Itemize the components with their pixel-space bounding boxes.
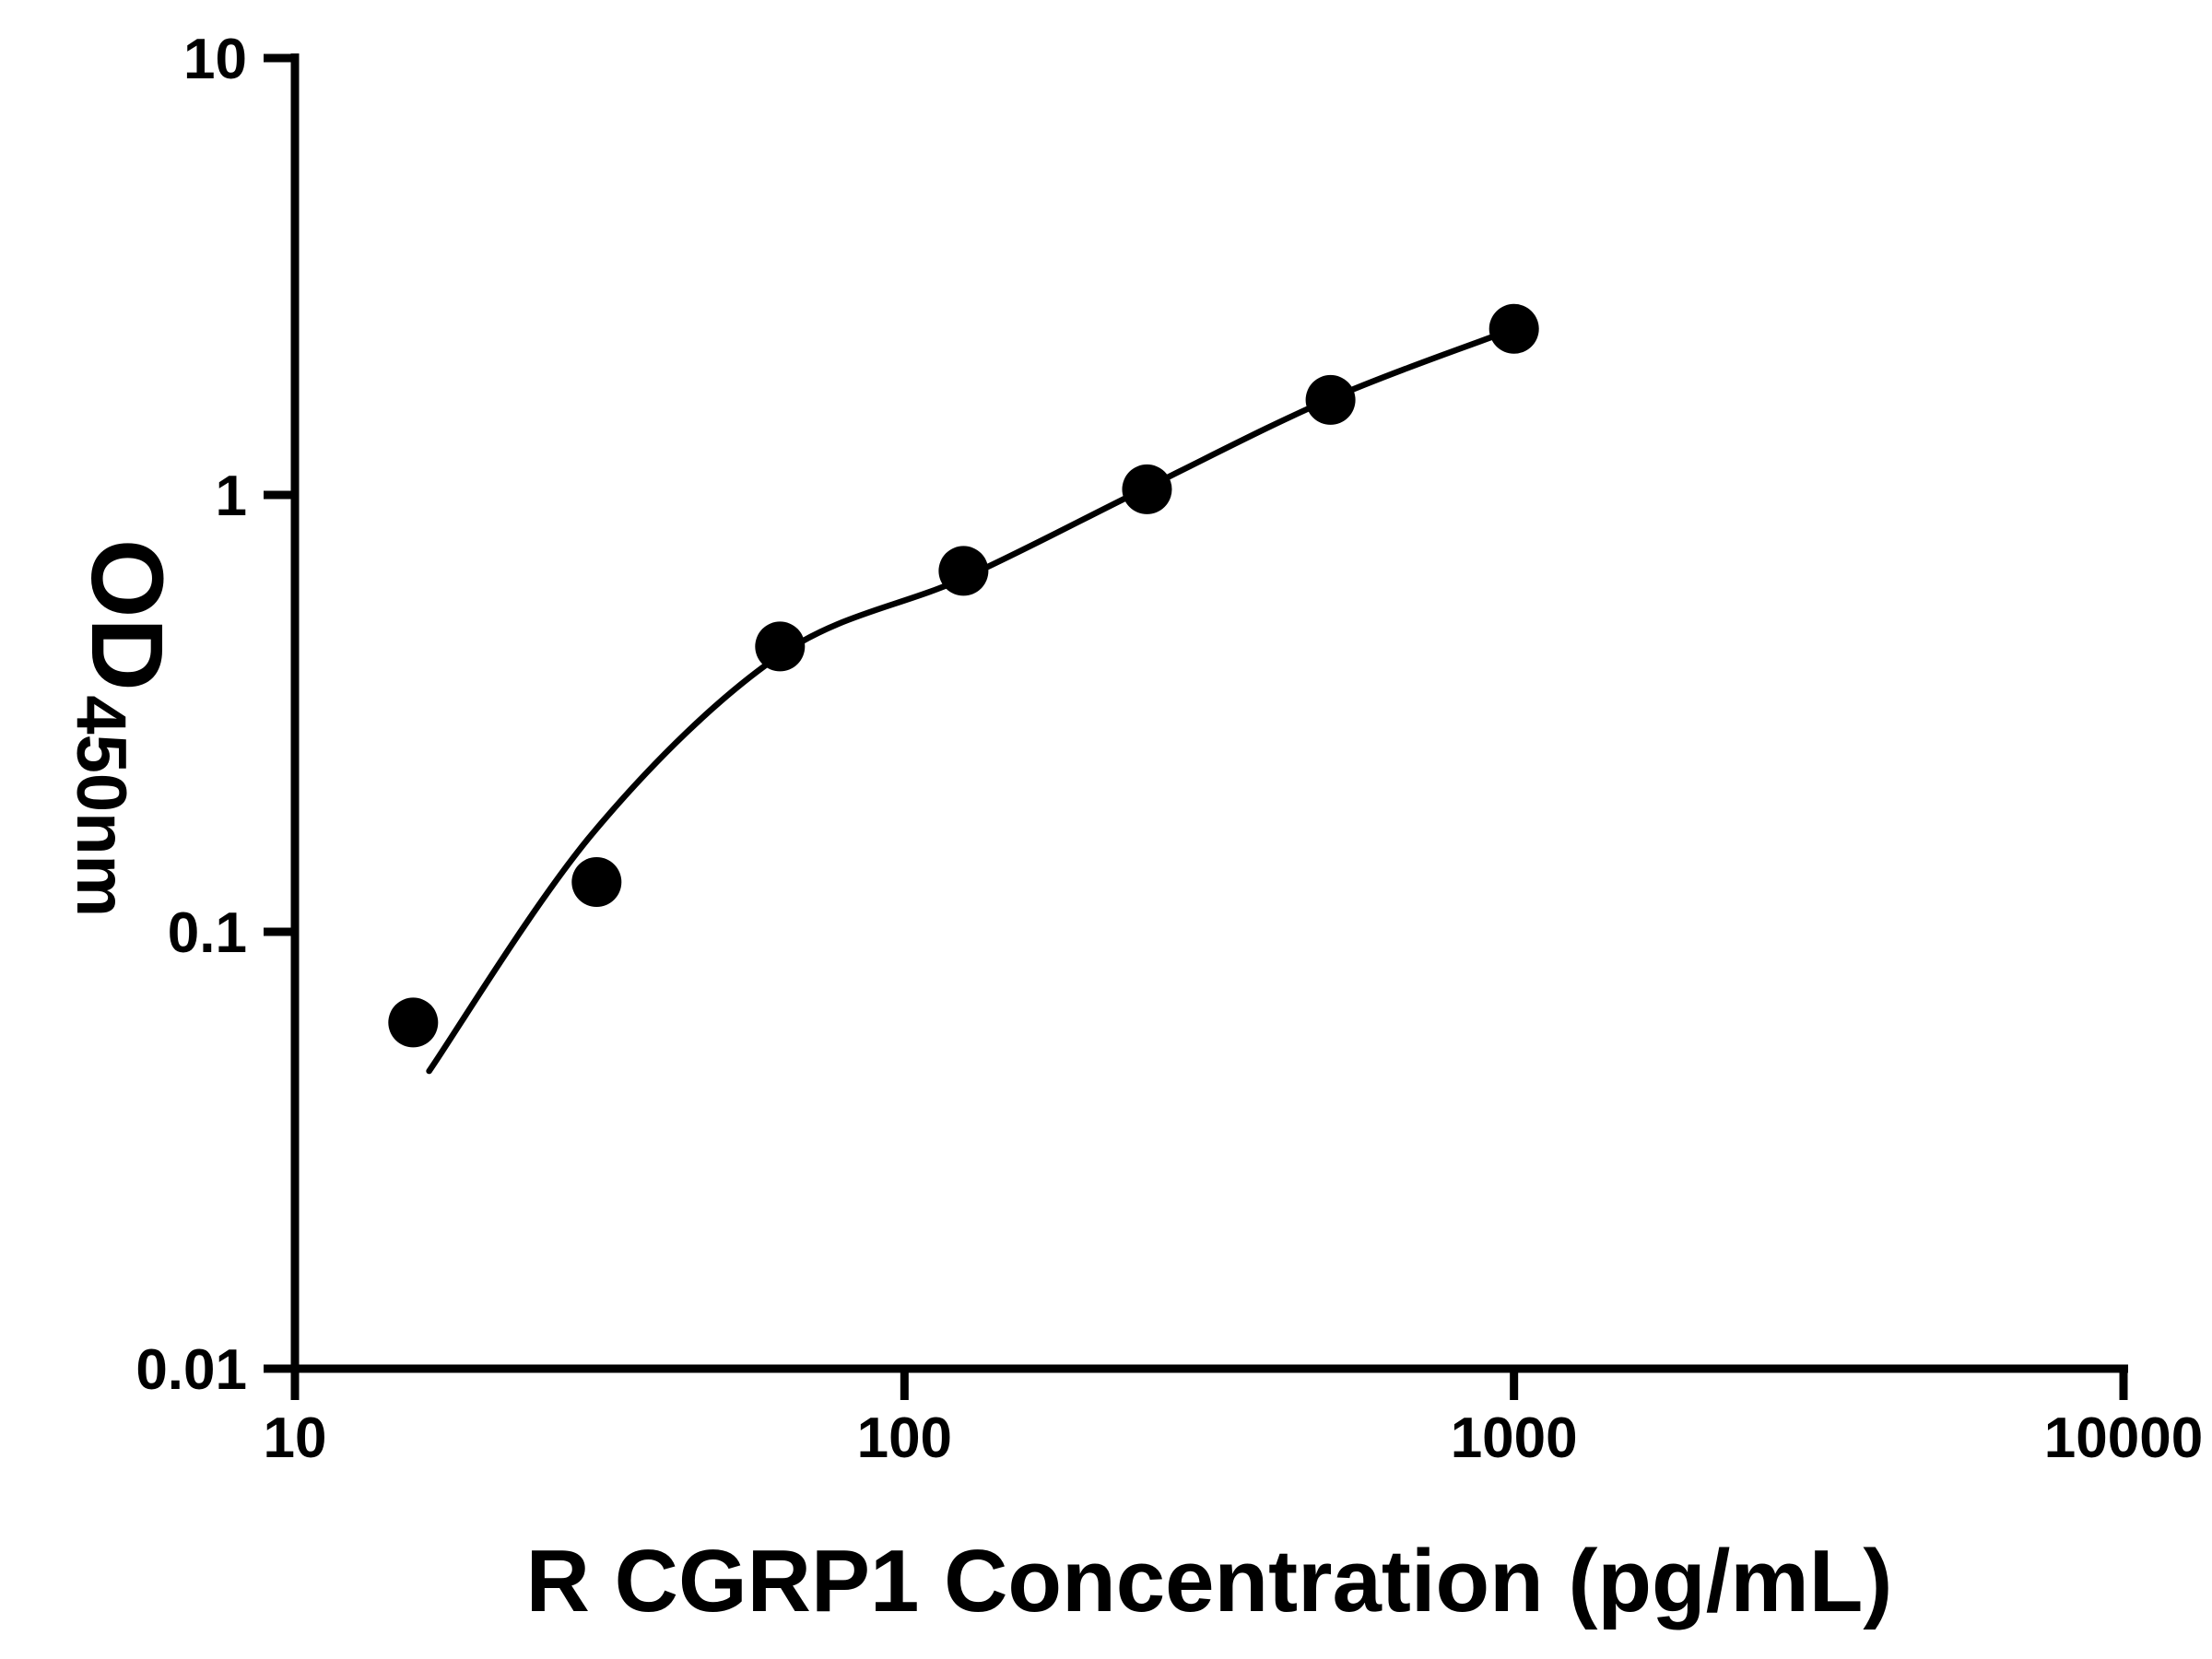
data-points-layer xyxy=(388,303,1539,1048)
data-point xyxy=(388,997,439,1048)
data-point xyxy=(1488,303,1539,354)
y-axis-title-sub: 450nm xyxy=(62,695,140,917)
data-point xyxy=(571,857,622,907)
y-axis-title: OD 450nm xyxy=(62,539,183,917)
axes: 10 100 1000 10000 10 1 0.1 0.01 xyxy=(135,28,2203,1470)
data-point xyxy=(755,621,806,672)
data-point xyxy=(1305,374,1356,425)
x-tick-label: 1000 xyxy=(1451,1406,1578,1470)
fit-curve-layer xyxy=(426,325,1517,1075)
y-tick-label: 0.01 xyxy=(135,1338,247,1402)
fit-line xyxy=(426,325,1517,1075)
data-point xyxy=(938,546,989,596)
x-tick-label: 10 xyxy=(264,1406,327,1470)
y-tick-label: 1 xyxy=(216,465,247,528)
data-point xyxy=(1122,464,1172,514)
y-tick-label: 10 xyxy=(183,28,247,91)
axis-spines xyxy=(290,53,2128,1373)
y-tick-label: 0.1 xyxy=(168,901,247,965)
y-axis-title-main: OD xyxy=(70,539,183,691)
x-axis-title: R CGRP1 Concentration (pg/mL) xyxy=(526,1532,1893,1630)
x-tick-label: 10000 xyxy=(2044,1406,2203,1470)
x-tick-label: 100 xyxy=(857,1406,952,1470)
